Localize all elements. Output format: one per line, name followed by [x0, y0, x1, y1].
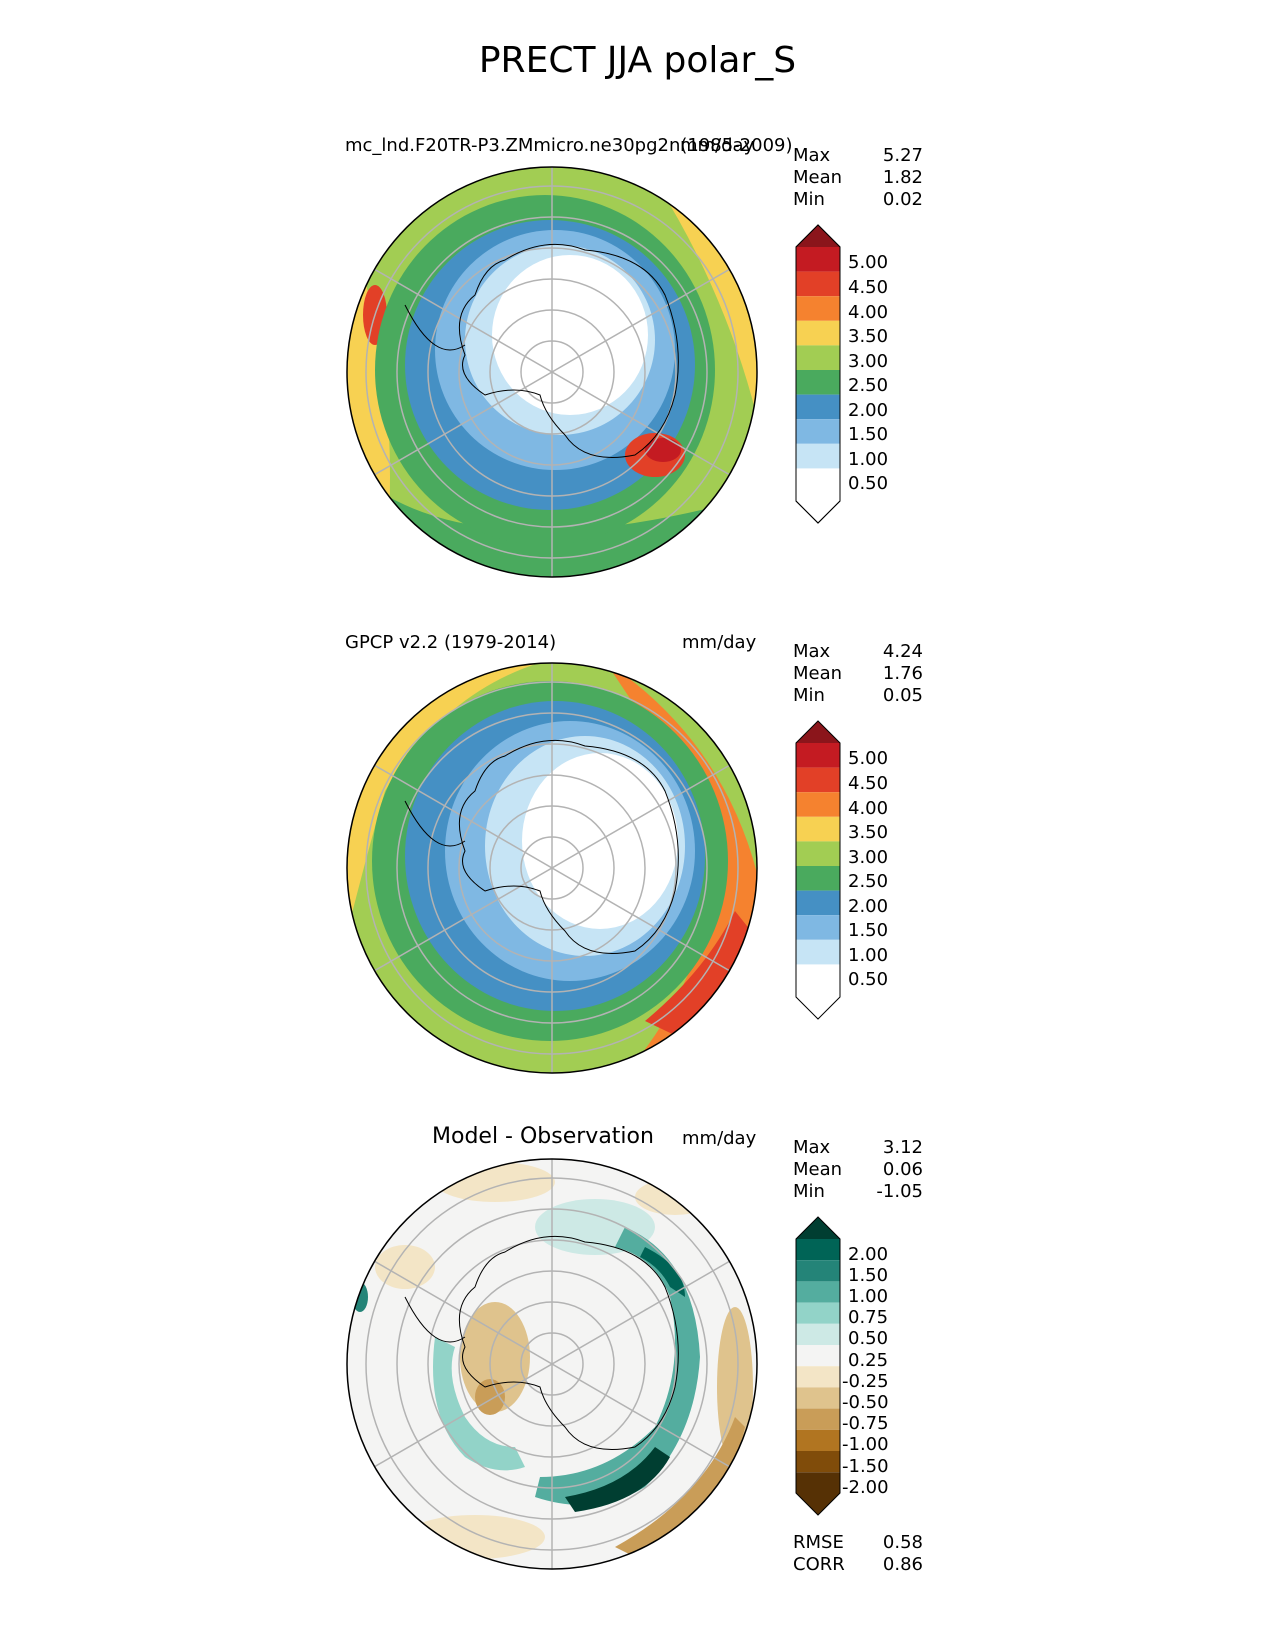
p2-tick: 1.50 [848, 920, 889, 941]
panel-2-units: mm/day [682, 632, 757, 653]
p2-tick: 4.00 [848, 798, 889, 819]
panel-3-stats: Max 3.12 Mean 0.06 Min -1.05 [793, 1137, 923, 1202]
p3-tick: -1.00 [842, 1434, 889, 1455]
panel-2-stats: Max 4.24 Mean 1.76 Min 0.05 [793, 641, 923, 706]
p1-tick: 5.00 [848, 252, 889, 273]
panel-3-colorbar [795, 1216, 841, 1519]
panel-1-stats: Max 5.27 Mean 1.82 Min 0.02 [793, 145, 923, 210]
p1-tick: 0.50 [848, 473, 889, 494]
p2-tick: 2.00 [848, 896, 889, 917]
p2-tick: 5.00 [848, 748, 889, 769]
p1-tick: 4.50 [848, 277, 889, 298]
panel-1-polar-map [346, 166, 758, 578]
p3-tick: 0.50 [848, 1328, 889, 1349]
p2-tick: 2.50 [848, 871, 889, 892]
panel-3-title: Model - Observation [432, 1124, 654, 1149]
p2-tick: 3.50 [848, 822, 889, 843]
p1-tick: 2.50 [848, 375, 889, 396]
p3-tick: 0.25 [848, 1350, 889, 1371]
panel-1-units: mm/day [680, 135, 755, 156]
panel-1-left-title: mc_lnd.F20TR-P3.ZMmicro.ne30pg2n(1985-20… [345, 135, 793, 156]
p3-tick: -2.00 [842, 1477, 889, 1498]
p2-tick: 3.00 [848, 847, 889, 868]
p1-tick: 3.50 [848, 326, 889, 347]
p3-tick: 0.75 [848, 1307, 889, 1328]
p2-tick: 4.50 [848, 773, 889, 794]
p2-tick: 1.00 [848, 945, 889, 966]
p3-tick: -0.75 [842, 1413, 889, 1434]
p1-tick: 1.00 [848, 449, 889, 470]
figure-title: PRECT JJA polar_S [478, 40, 797, 81]
panel-2-polar-map [346, 662, 758, 1074]
panel-3-metrics: RMSE 0.58 CORR 0.86 [793, 1532, 923, 1575]
p3-tick: 1.00 [848, 1286, 889, 1307]
p3-tick: 2.00 [848, 1244, 889, 1265]
p3-tick: -0.50 [842, 1392, 889, 1413]
p3-tick: 1.50 [848, 1265, 889, 1286]
p3-tick: -1.50 [842, 1456, 889, 1477]
panel-3-polar-map [346, 1158, 758, 1570]
p1-tick: 2.00 [848, 400, 889, 421]
panel-2-left-title: GPCP v2.2 (1979-2014) [345, 632, 557, 653]
p2-tick: 0.50 [848, 969, 889, 990]
p3-tick: -0.25 [842, 1371, 889, 1392]
p1-tick: 1.50 [848, 424, 889, 445]
panel-2-colorbar [795, 720, 841, 1023]
panel-1-colorbar [795, 224, 841, 527]
p1-tick: 4.00 [848, 302, 889, 323]
panel-3-units: mm/day [682, 1128, 757, 1149]
p1-tick: 3.00 [848, 351, 889, 372]
